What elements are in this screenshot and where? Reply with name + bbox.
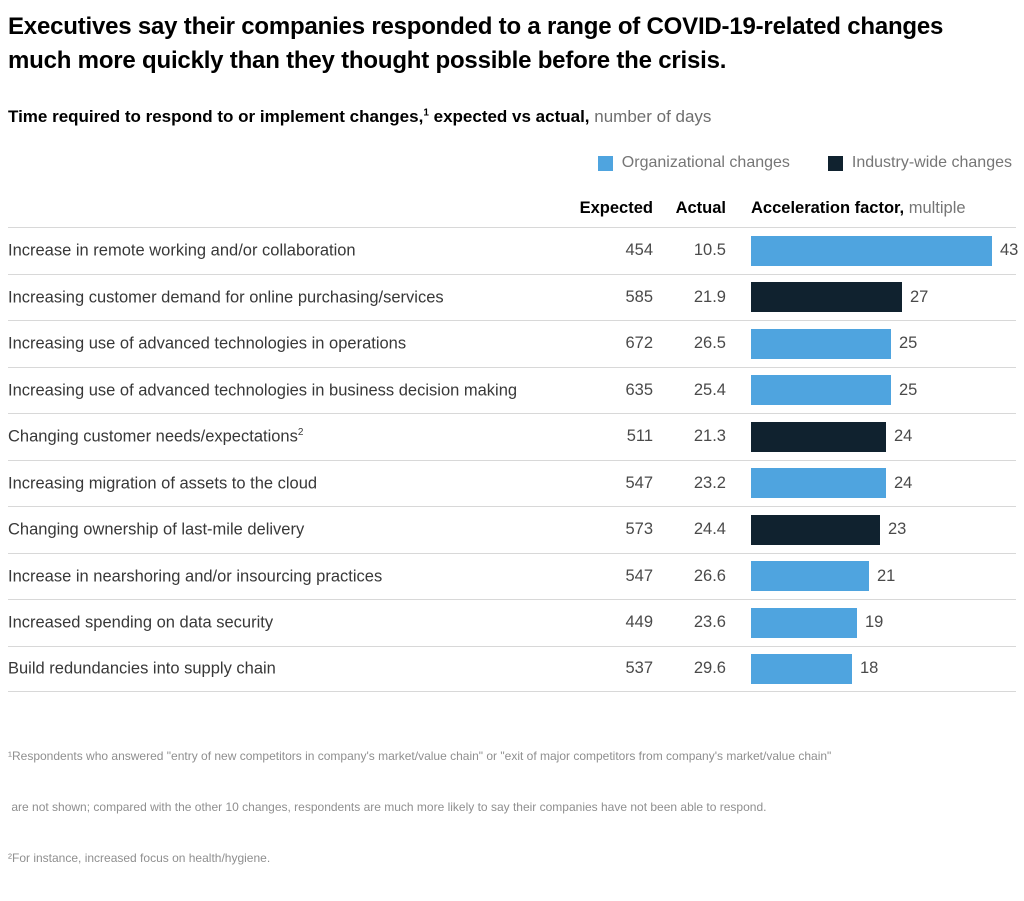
row-label: Increase in remote working and/or collab… xyxy=(8,241,356,260)
subtitle-bold-2: expected vs actual, xyxy=(428,107,590,126)
column-header-actual: Actual xyxy=(675,199,726,217)
chart-subtitle: Time required to respond to or implement… xyxy=(8,107,1016,127)
acceleration-value: 18 xyxy=(860,659,879,678)
acceleration-bar xyxy=(751,328,891,359)
expected-value: 573 xyxy=(625,520,653,539)
acceleration-bar xyxy=(751,561,869,592)
row-label: Increasing migration of assets to the cl… xyxy=(8,474,318,492)
acceleration-bar-cell: 24 xyxy=(726,468,1016,499)
chart-legend: Organizational changes Industry-wide cha… xyxy=(8,154,1016,172)
acceleration-bar xyxy=(751,375,891,406)
acceleration-bar xyxy=(751,282,902,313)
expected-value: 547 xyxy=(625,473,653,492)
actual-value: 23.2 xyxy=(693,473,726,492)
actual-value: 26.6 xyxy=(693,566,726,585)
acceleration-bar-cell: 23 xyxy=(726,514,1016,545)
expected-value: 449 xyxy=(625,613,653,632)
organizational-swatch-icon xyxy=(597,155,613,171)
footnote-3: ²For instance, increased focus on health… xyxy=(8,851,271,865)
expected-value: 585 xyxy=(625,287,653,306)
acceleration-bar xyxy=(751,468,886,499)
row-label: Increasing customer demand for online pu… xyxy=(8,288,444,306)
table-header: Expected Actual Acceleration factor, mul… xyxy=(8,199,1016,218)
column-header-acceleration-bold: Acceleration factor, xyxy=(751,199,905,217)
column-header-acceleration-unit: multiple xyxy=(904,199,966,217)
footnote-1: ¹Respondents who answered "entry of new … xyxy=(8,749,832,763)
acceleration-value: 23 xyxy=(888,520,907,539)
expected-value: 537 xyxy=(625,659,653,678)
column-header-expected: Expected xyxy=(579,199,653,217)
footnote-2: are not shown; compared with the other 1… xyxy=(8,800,767,814)
acceleration-bar-cell: 27 xyxy=(726,282,1016,313)
row-label: Increased spending on data security xyxy=(8,613,274,632)
row-label: Increasing use of advanced technologies … xyxy=(8,381,518,399)
acceleration-bar xyxy=(751,421,886,452)
subtitle-footnote-marker: 1 xyxy=(423,107,429,119)
actual-value: 23.6 xyxy=(693,613,726,632)
expected-value: 635 xyxy=(625,380,653,399)
acceleration-bar-cell: 19 xyxy=(726,607,1016,638)
actual-value: 21.3 xyxy=(693,427,726,446)
actual-value: 29.6 xyxy=(693,659,726,678)
acceleration-bar-cell: 21 xyxy=(726,561,1016,592)
table-row: Build redundancies into supply chain 537… xyxy=(8,645,1016,692)
actual-value: 21.9 xyxy=(693,287,726,306)
actual-value: 25.4 xyxy=(693,380,726,399)
acceleration-bar-cell: 25 xyxy=(726,328,1016,359)
table-row: Increase in remote working and/or collab… xyxy=(8,227,1019,274)
actual-value: 26.5 xyxy=(693,334,726,353)
acceleration-bar xyxy=(751,235,992,266)
industry-swatch-icon xyxy=(827,155,843,171)
acceleration-value: 24 xyxy=(894,427,913,446)
legend-label: Organizational changes xyxy=(621,154,790,171)
table-row: Increasing customer demand for online pu… xyxy=(8,273,1016,321)
acceleration-bar-cell: 18 xyxy=(726,653,1016,684)
table-row: Changing customer needs/expectations2 51… xyxy=(8,413,1016,460)
acceleration-bar xyxy=(751,607,857,638)
acceleration-value: 25 xyxy=(899,334,918,353)
subtitle-bold: Time required to respond to or implement… xyxy=(8,107,424,126)
legend-label: Industry-wide changes xyxy=(851,154,1012,171)
column-header-acceleration: Acceleration factor, multiple xyxy=(726,199,1016,218)
table-row: Increased spending on data security 449 … xyxy=(8,599,1016,646)
acceleration-value: 19 xyxy=(865,613,884,632)
legend-item-industry: Industry-wide changes xyxy=(827,154,1012,172)
row-label: Increase in nearshoring and/or insourcin… xyxy=(8,567,383,585)
row-label: Changing ownership of last-mile delivery xyxy=(8,520,305,539)
acceleration-value: 43 xyxy=(1000,241,1019,260)
legend-item-organizational: Organizational changes xyxy=(597,154,790,172)
acceleration-value: 25 xyxy=(899,380,918,399)
actual-value: 10.5 xyxy=(693,241,726,260)
expected-value: 511 xyxy=(626,427,653,446)
table-row: Increasing use of advanced technologies … xyxy=(8,320,1016,367)
row-label: Build redundancies into supply chain xyxy=(8,659,276,678)
acceleration-value: 27 xyxy=(910,287,929,306)
acceleration-bar xyxy=(751,514,880,545)
expected-value: 547 xyxy=(625,566,653,585)
table-row: Increase in nearshoring and/or insourcin… xyxy=(8,552,1016,600)
table-row: Increasing migration of assets to the cl… xyxy=(8,459,1016,507)
table-row: Changing ownership of last-mile delivery… xyxy=(8,506,1016,553)
page-title: Executives say their companies responded… xyxy=(8,13,944,74)
acceleration-bar-cell: 43 xyxy=(726,235,1019,266)
footnotes: ¹Respondents who answered "entry of new … xyxy=(8,714,1016,901)
chart-rows: Increase in remote working and/or collab… xyxy=(8,227,1019,692)
acceleration-bar-cell: 25 xyxy=(726,375,1016,406)
subtitle-unit: number of days xyxy=(589,107,712,126)
actual-value: 24.4 xyxy=(693,520,726,539)
acceleration-bar xyxy=(751,653,852,684)
expected-value: 672 xyxy=(625,334,653,353)
acceleration-value: 21 xyxy=(877,566,896,585)
row-label: Increasing use of advanced technologies … xyxy=(8,334,407,353)
acceleration-value: 24 xyxy=(894,473,913,492)
acceleration-bar-cell: 24 xyxy=(726,421,1016,452)
expected-value: 454 xyxy=(625,241,653,260)
table-row: Increasing use of advanced technologies … xyxy=(8,366,1016,414)
row-label: Changing customer needs/expectations2 xyxy=(8,427,304,446)
